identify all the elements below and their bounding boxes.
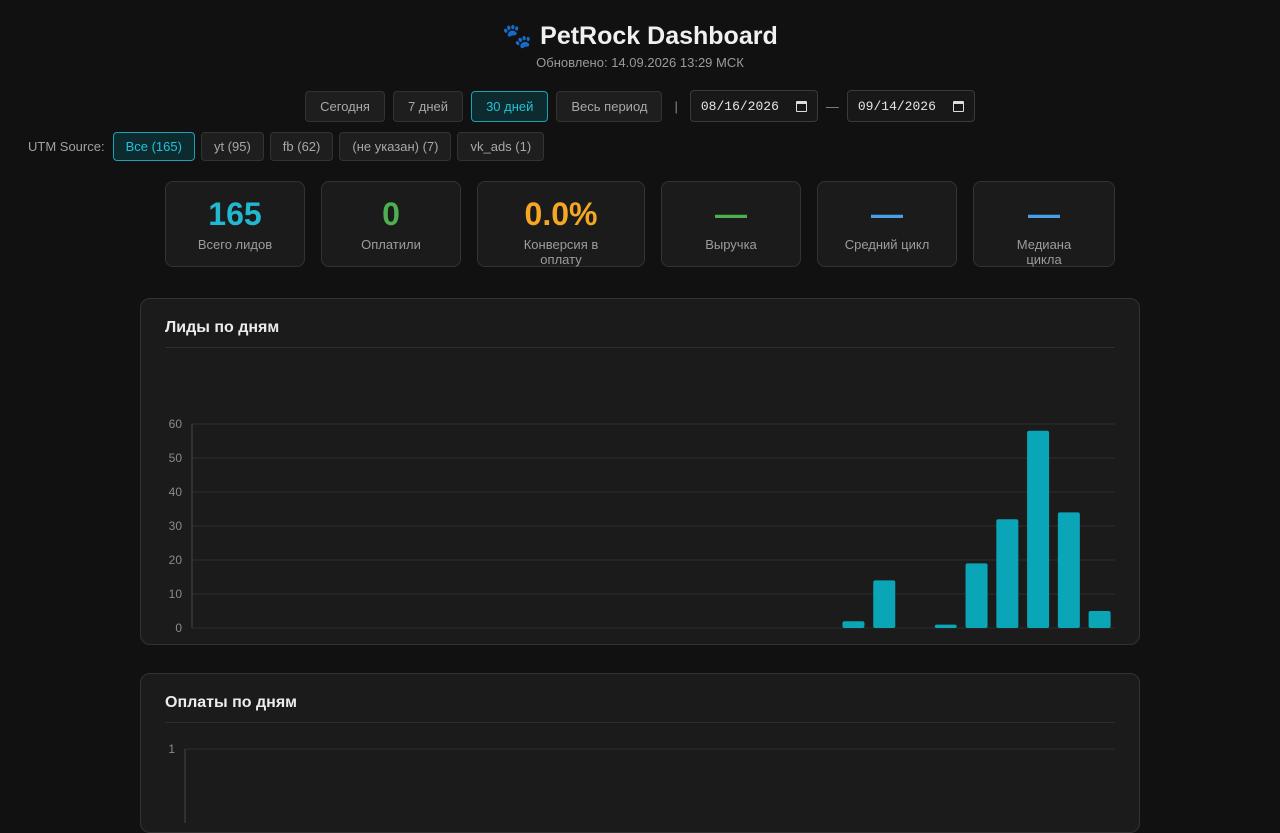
calendar-icon[interactable]: [952, 100, 964, 112]
kpi-value: 0: [382, 196, 400, 232]
kpi-label: Средний цикл: [844, 237, 930, 252]
period-today-button[interactable]: Сегодня: [305, 90, 385, 122]
kpi-label: Медиана цикла: [1016, 237, 1072, 267]
date-range-dash: —: [825, 98, 839, 114]
kpi-value: —: [715, 196, 747, 232]
kpi-value: —: [1028, 196, 1060, 232]
leads-bar-chart: 010203040506008-1608-1708-1808-1908-2008…: [169, 417, 1115, 666]
x-tick-label: 08-17: [214, 635, 247, 638]
utm-chip-all[interactable]: Все (165): [112, 132, 195, 161]
period-30-days-button[interactable]: 30 дней: [471, 90, 549, 122]
period-separator: |: [674, 98, 678, 114]
utm-chip-yt[interactable]: yt (95): [200, 132, 264, 161]
kpi-card-paid: 0 Оплатили: [321, 181, 461, 267]
x-tick-label: 08-23: [398, 635, 431, 638]
x-tick-label: 09-12: [1013, 635, 1046, 638]
kpi-card-median-cycle: — Медиана цикла: [973, 181, 1115, 267]
bar: [965, 563, 988, 628]
divider: [165, 347, 1115, 348]
x-tick-label: 08-19: [275, 635, 308, 638]
x-tick-label: 08-22: [367, 635, 400, 638]
bar: [1057, 512, 1080, 628]
x-tick-label: 08-20: [306, 635, 339, 638]
x-tick-label: 08-27: [521, 635, 554, 638]
utm-label: UTM Source:: [28, 139, 105, 154]
kpi-card-avg-cycle: — Средний цикл: [817, 181, 957, 267]
x-tick-label: 09-03: [737, 635, 770, 638]
kpi-value: —: [871, 196, 903, 232]
chart-title: Оплаты по дням: [165, 694, 297, 711]
x-tick-label: 09-07: [860, 635, 893, 638]
y-tick-label: 20: [169, 553, 183, 567]
x-tick-label: 09-11: [983, 635, 1015, 638]
date-from-value: 08/16/2026: [700, 98, 779, 114]
x-tick-label: 08-24: [429, 635, 462, 638]
x-tick-label: 08-31: [644, 635, 677, 638]
x-tick-label: 09-01: [675, 635, 708, 638]
x-tick-label: 08-25: [460, 635, 493, 638]
x-tick-label: 09-02: [706, 635, 739, 638]
period-7-days-button[interactable]: 7 дней: [392, 90, 464, 122]
y-tick-label: 1: [168, 742, 175, 756]
kpi-label: Всего лидов: [197, 237, 273, 252]
x-tick-label: 09-08: [890, 635, 923, 638]
chart-title: Лиды по дням: [165, 319, 280, 336]
kpi-value: 165: [208, 196, 262, 232]
payments-bar-chart: 1: [168, 742, 1115, 823]
bar: [873, 580, 896, 628]
kpi-row: 165 Всего лидов 0 Оплатили 0.0% Конверси…: [0, 181, 1280, 267]
page-title-text: PetRock Dashboard: [540, 22, 778, 50]
x-tick-label: 09-04: [767, 635, 800, 638]
x-tick-label: 09-09: [921, 635, 954, 638]
date-from-input[interactable]: 08/16/2026: [689, 90, 818, 122]
y-tick-label: 30: [169, 519, 183, 533]
y-tick-label: 0: [175, 621, 182, 635]
x-tick-label: 08-16: [183, 635, 216, 638]
bar: [1088, 611, 1111, 628]
utm-chip-fb[interactable]: fb (62): [269, 132, 334, 161]
kpi-card-revenue: — Выручка: [661, 181, 801, 267]
bar: [996, 519, 1019, 628]
date-to-value: 09/14/2026: [857, 98, 936, 114]
bar: [1027, 430, 1050, 628]
bar: [934, 624, 957, 628]
x-tick-label: 09-10: [952, 635, 985, 638]
period-filter: Сегодня 7 дней 30 дней Весь период | 08/…: [0, 90, 1280, 122]
kpi-card-total-leads: 165 Всего лидов: [165, 181, 305, 267]
x-tick-label: 08-21: [337, 635, 370, 638]
y-tick-label: 40: [169, 485, 183, 499]
y-tick-label: 60: [169, 417, 183, 431]
x-tick-label: 08-30: [614, 635, 647, 638]
kpi-label: Конверсия в оплату: [523, 237, 599, 267]
paw-icon: 🐾: [502, 23, 533, 50]
x-tick-label: 08-26: [490, 635, 523, 638]
x-tick-label: 08-28: [552, 635, 585, 638]
x-tick-label: 09-05: [798, 635, 831, 638]
kpi-value: 0.0%: [524, 196, 598, 232]
y-tick-label: 50: [169, 451, 183, 465]
x-tick-label: 09-06: [829, 635, 862, 638]
x-tick-label: 09-14: [1075, 635, 1108, 638]
x-tick-label: 08-18: [244, 635, 277, 638]
utm-chip-vk-ads[interactable]: vk_ads (1): [457, 132, 545, 161]
kpi-card-conversion: 0.0% Конверсия в оплату: [477, 181, 645, 267]
page-title: 🐾 PetRock Dashboard: [502, 22, 777, 51]
utm-chip-unspecified[interactable]: (не указан) (7): [339, 132, 452, 161]
calendar-icon[interactable]: [795, 100, 807, 112]
kpi-label: Выручка: [705, 237, 757, 252]
divider: [165, 722, 1115, 723]
period-all-button[interactable]: Весь период: [556, 90, 663, 122]
date-to-input[interactable]: 09/14/2026: [846, 90, 975, 122]
leads-chart-card: Лиды по дням 010203040506008-1608-1708-1…: [140, 298, 1140, 666]
y-tick-label: 10: [169, 587, 183, 601]
x-tick-label: 09-13: [1044, 635, 1077, 638]
header: 🐾 PetRock Dashboard Обновлено: 14.09.202…: [0, 0, 1280, 70]
payments-chart-card: Оплаты по дням 1: [140, 673, 1140, 833]
kpi-label: Оплатили: [361, 237, 421, 252]
updated-timestamp: Обновлено: 14.09.2026 13:29 МСК: [536, 55, 744, 70]
bar: [842, 621, 865, 628]
utm-filter: UTM Source: Все (165) yt (95) fb (62) (н…: [0, 132, 1280, 161]
x-tick-label: 08-29: [583, 635, 616, 638]
